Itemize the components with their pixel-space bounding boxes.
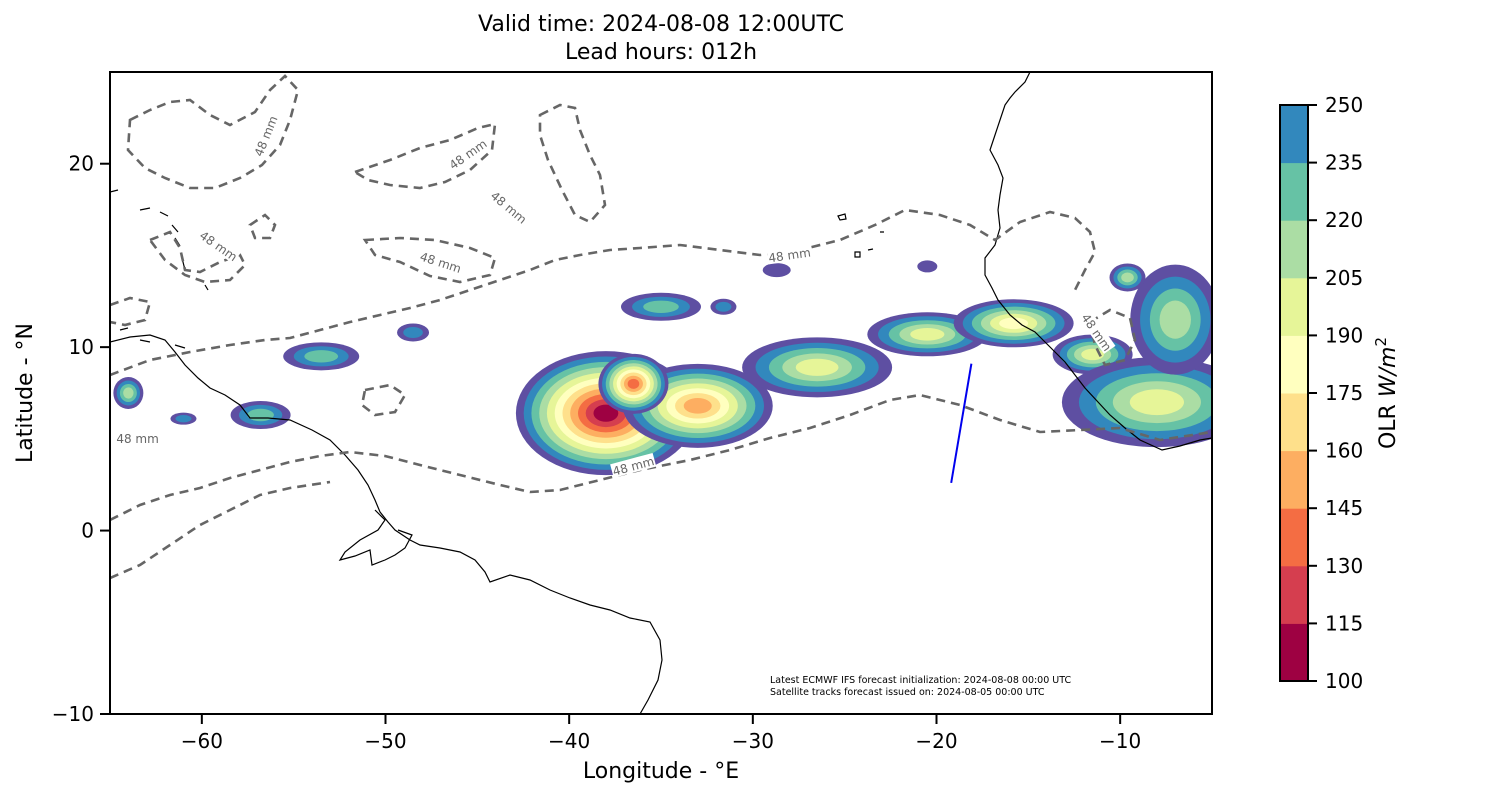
x-tick-label: −10 (1099, 729, 1141, 753)
olr-contour-fill (123, 387, 134, 399)
title-valid-time: Valid time: 2024-08-08 12:00UTC (478, 12, 844, 37)
colorbar: 100 115 130 145 160 175 190 205 220 235 250 (1279, 93, 1363, 693)
coastlines (110, 72, 1212, 714)
colorbar-label: OLR W/m2 (1372, 337, 1401, 449)
olr-contour-fill (910, 328, 945, 341)
y-axis-label: Latitude - °N (13, 323, 38, 463)
x-tick-label: −50 (364, 729, 406, 753)
amazon-delta-coast (338, 509, 413, 566)
contour-label-background (250, 112, 280, 159)
colorbar-tick-label: 175 (1325, 381, 1363, 405)
contour-label-background (610, 452, 657, 478)
olr-contour-fill (1121, 272, 1134, 283)
colorbar-tick-label: 190 (1325, 323, 1363, 347)
x-tick-label: −60 (181, 729, 223, 753)
y-tick-label: 10 (69, 335, 94, 359)
africa-coastline (984, 72, 1212, 451)
contour-label-background (115, 430, 160, 445)
colorbar-segment (1280, 565, 1308, 624)
footnote-initialization: Latest ECMWF IFS forecast initialization… (770, 675, 1071, 686)
contour-label: 48 mm (116, 432, 158, 446)
offshore-islands (837, 213, 884, 258)
olr-contour-fill (999, 317, 1029, 330)
olr-contour-fill (683, 398, 712, 414)
title-lead-hours: Lead hours: 012h (564, 40, 758, 65)
pw-contour-loop-5 (147, 230, 247, 284)
olr-contour-fill (593, 404, 619, 422)
contour-label: 48 mm (768, 246, 812, 266)
x-tick-label: −30 (732, 729, 774, 753)
olr-contour-fill (1129, 389, 1184, 416)
olr-contour-fill (304, 350, 339, 363)
pw-contour-loop-6 (248, 213, 277, 240)
colorbar-tick-label: 100 (1325, 669, 1363, 693)
contour-label-background (445, 135, 490, 173)
y-axis-ticks: −10 0 10 20 (52, 152, 110, 726)
precipitable-water-contours (110, 74, 1212, 580)
olr-contour-fill (715, 301, 732, 312)
x-axis-ticks: −60 −50 −40 −30 −20 −10 (181, 714, 1141, 753)
colorbar-tick-label: 235 (1325, 151, 1363, 175)
olr-contour-fill (795, 358, 839, 376)
y-tick-label: 0 (81, 519, 94, 543)
olr-contour-fill (175, 414, 192, 423)
pw-contour-north-loop-2 (351, 122, 497, 190)
pw-contour-south-low (110, 480, 331, 580)
pw-contour-loop-8 (360, 383, 407, 417)
pw-contour-north-loop-1 (126, 74, 300, 190)
olr-contour-fill (627, 378, 640, 389)
contour-label-background (1078, 309, 1116, 354)
olr-contour-fill (762, 263, 791, 278)
olr-contour-fill (643, 300, 679, 313)
x-tick-label: −40 (548, 729, 590, 753)
y-tick-label: 20 (69, 152, 94, 176)
contour-label-background (417, 248, 464, 276)
colorbar-segment (1280, 335, 1308, 394)
pw-contour-main-north (110, 208, 1097, 377)
pw-contour-loop-4 (362, 236, 497, 284)
contour-label-background (487, 187, 531, 227)
olr-contour-fill (403, 326, 423, 338)
satellite-track (950, 363, 973, 484)
pw-contour-loop-7 (110, 296, 152, 327)
colorbar-segment (1280, 508, 1308, 567)
colorbar-segment (1280, 393, 1308, 452)
colorbar-tick-label: 160 (1325, 439, 1363, 463)
colorbar-tick-label: 220 (1325, 208, 1363, 232)
olr-contour-fill (917, 260, 938, 273)
colorbar-segment (1280, 220, 1308, 279)
colorbar-segment (1280, 623, 1308, 682)
south-america-coastline (110, 334, 663, 714)
footnote-satellite-tracks: Satellite tracks forecast issued on: 202… (770, 687, 1045, 698)
colorbar-segment (1280, 162, 1308, 221)
map-frame (109, 71, 1213, 715)
colorbar-tick-label: 115 (1325, 611, 1363, 635)
colorbar-segment (1280, 450, 1308, 509)
colorbar-tick-label: 250 (1325, 93, 1363, 117)
colorbar-tick-label: 130 (1325, 554, 1363, 578)
colorbar-segment (1280, 277, 1308, 336)
x-tick-label: −20 (915, 729, 957, 753)
pw-contour-loop-9 (1088, 308, 1137, 367)
x-axis-label: Longitude - °E (583, 759, 739, 784)
olr-filled-contours (113, 260, 1212, 476)
contour-label-background (766, 244, 813, 265)
contour-label-background (196, 227, 241, 264)
pw-contour-north-loop-3 (538, 103, 607, 224)
colorbar-tick-label: 145 (1325, 496, 1363, 520)
colorbar-segment (1280, 105, 1308, 164)
y-tick-label: −10 (52, 702, 94, 726)
olr-contour-fill (247, 408, 274, 422)
pw-contour-main-south (110, 393, 1212, 522)
colorbar-tick-label: 205 (1325, 266, 1363, 290)
olr-contour-fill (1159, 300, 1191, 339)
